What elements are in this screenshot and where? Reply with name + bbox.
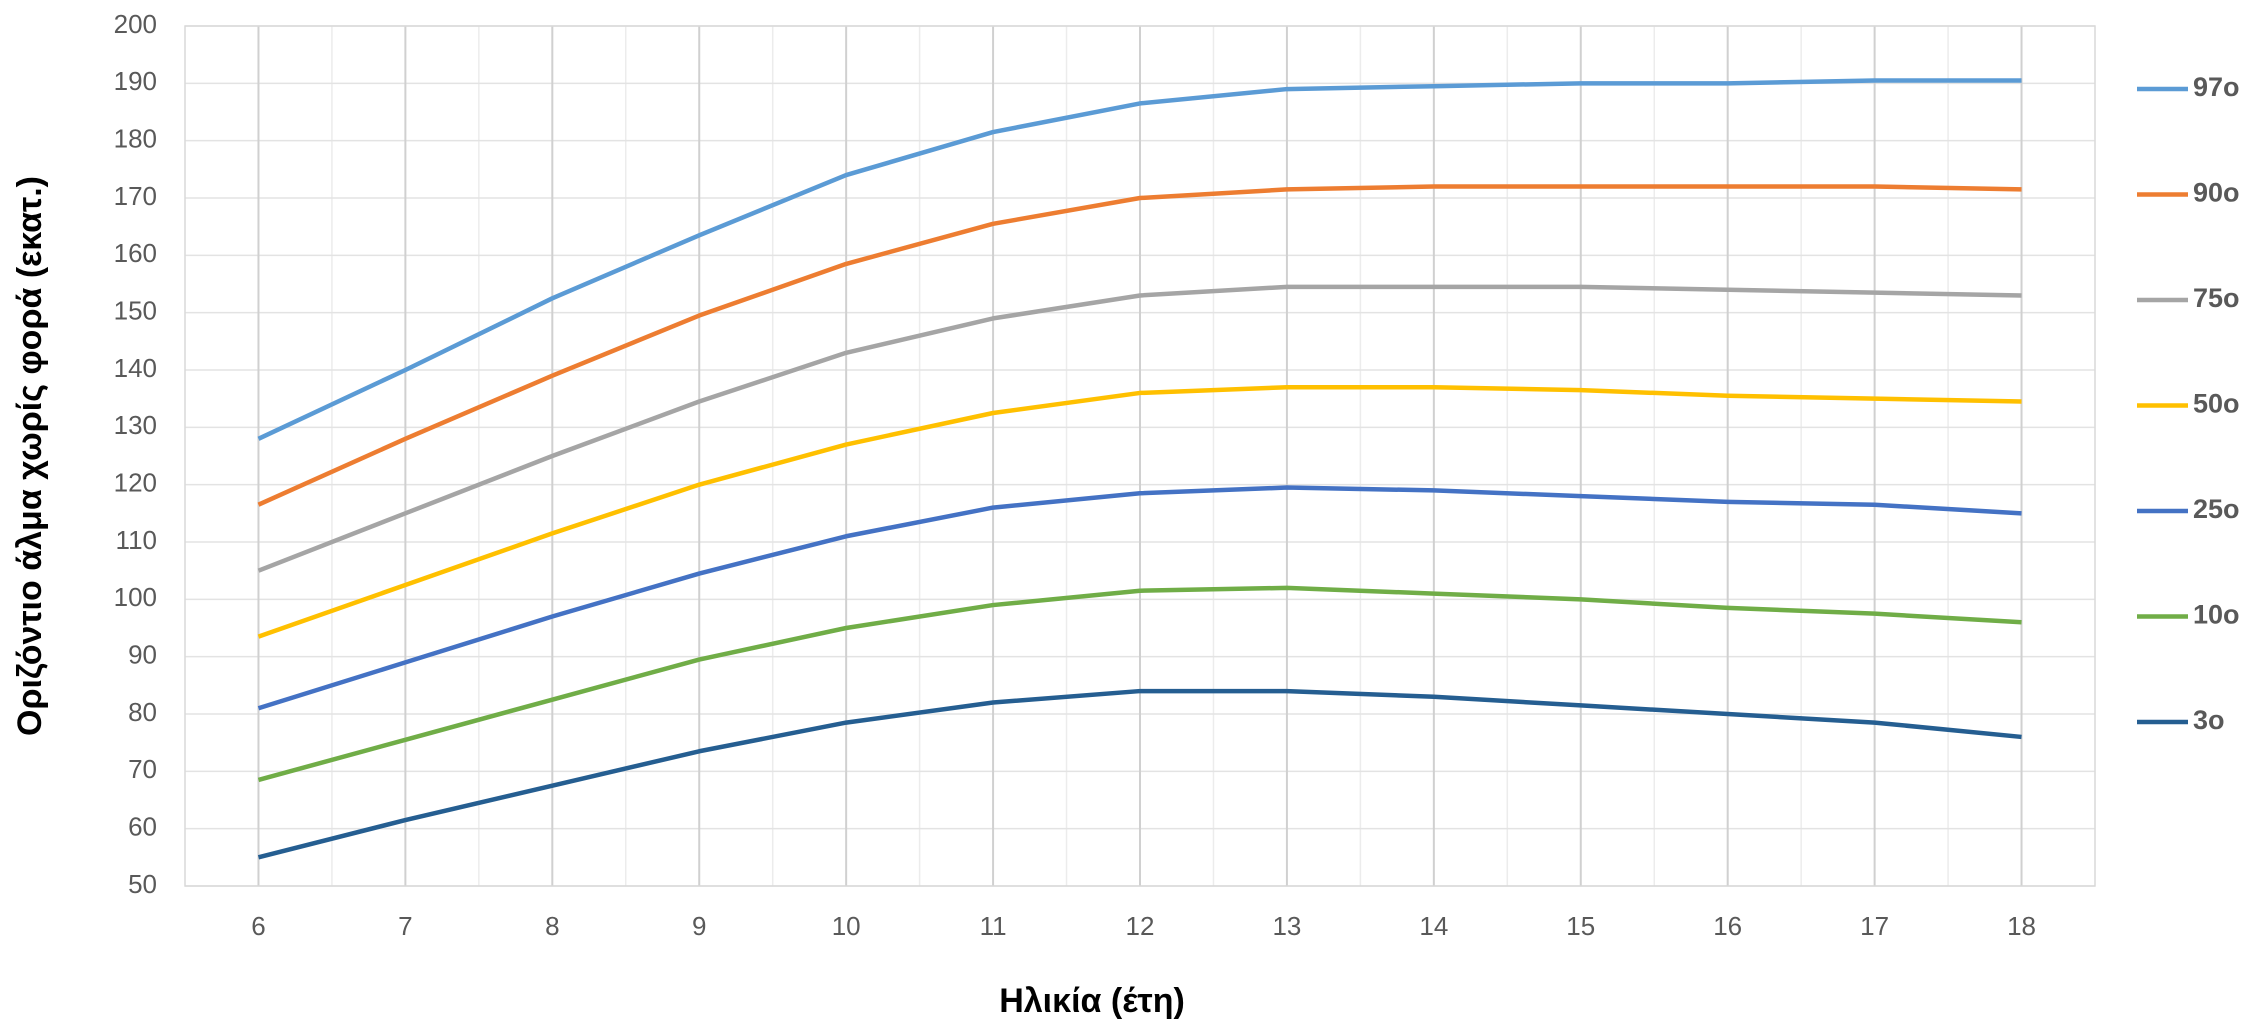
legend-label: 50ο <box>2193 389 2240 419</box>
y-tick-label: 60 <box>128 812 157 842</box>
y-tick-label: 50 <box>128 869 157 899</box>
legend-label: 3ο <box>2193 705 2225 735</box>
x-tick-label: 10 <box>832 911 861 941</box>
y-tick-label: 200 <box>114 9 157 39</box>
x-tick-label: 8 <box>545 911 559 941</box>
y-tick-label: 190 <box>114 66 157 96</box>
line-series <box>257 284 2022 573</box>
x-tick-label: 12 <box>1126 911 1155 941</box>
legend-label: 75ο <box>2193 283 2240 313</box>
y-tick-label: 90 <box>128 640 157 670</box>
y-axis-title: Οριζόντιο άλμα χωρίς φορά (εκατ.) <box>11 176 49 736</box>
legend-label: 97ο <box>2193 72 2240 102</box>
legend-label: 10ο <box>2193 600 2240 630</box>
y-tick-label: 180 <box>114 124 157 154</box>
y-tick-label: 150 <box>114 296 157 326</box>
line-series <box>257 184 2022 507</box>
x-tick-label: 16 <box>1713 911 1742 941</box>
y-tick-label: 80 <box>128 697 157 727</box>
y-tick-label: 110 <box>116 525 157 555</box>
x-tick-label: 18 <box>2007 911 2036 941</box>
y-tick-label: 140 <box>114 353 157 383</box>
y-tick-label: 120 <box>114 468 157 498</box>
line-series <box>257 78 2022 441</box>
y-tick-label: 100 <box>114 582 157 612</box>
line-series <box>257 585 2022 783</box>
plot-border <box>184 25 2096 887</box>
line-series <box>257 384 2022 639</box>
legend-label: 90ο <box>2193 178 2240 208</box>
y-tick-label: 70 <box>128 754 157 784</box>
x-tick-label: 13 <box>1272 911 1301 941</box>
x-tick-label: 11 <box>980 911 1007 941</box>
y-tick-label: 130 <box>114 410 157 440</box>
x-tick-label: 14 <box>1419 911 1448 941</box>
y-tick-label: 160 <box>114 238 157 268</box>
x-tick-label: 15 <box>1566 911 1595 941</box>
x-tick-label: 17 <box>1860 911 1889 941</box>
x-axis-title: Ηλικία (έτη) <box>999 982 1185 1020</box>
x-tick-label: 7 <box>398 911 412 941</box>
y-tick-label: 170 <box>114 181 157 211</box>
x-tick-label: 9 <box>692 911 706 941</box>
legend-label: 25ο <box>2193 494 2240 524</box>
line-series <box>257 688 2022 860</box>
x-tick-label: 6 <box>251 911 265 941</box>
line-series <box>257 485 2022 711</box>
